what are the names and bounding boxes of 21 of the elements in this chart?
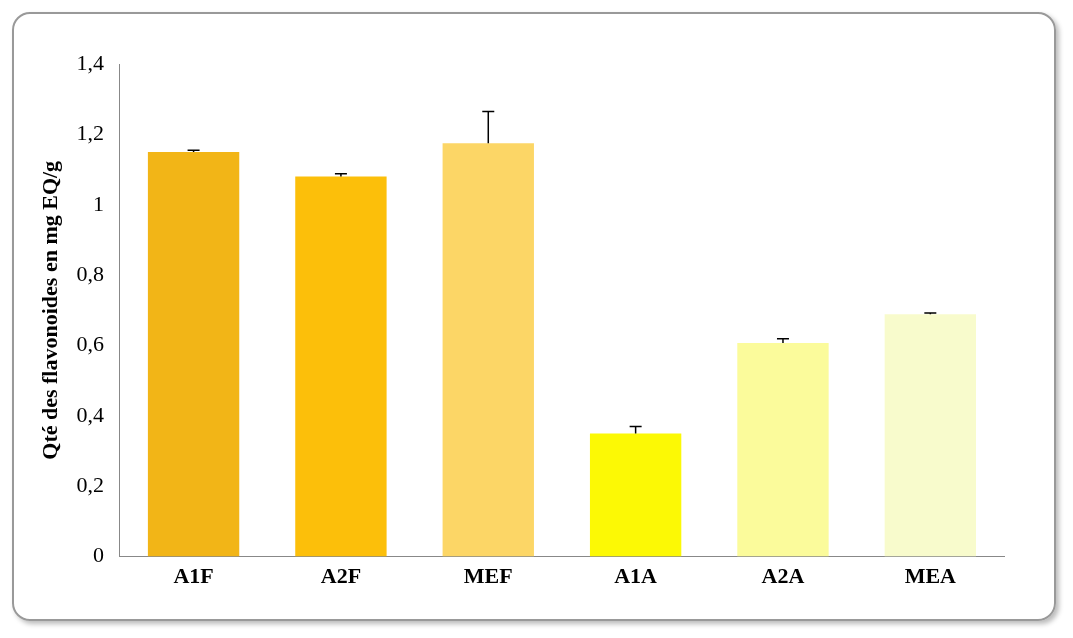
- y-tick-label: 0,4: [76, 401, 104, 427]
- y-axis-title: Qté des flavonoides en mg EQ/g: [36, 160, 62, 460]
- x-tick-label: A1F: [173, 563, 214, 589]
- x-tick-label: A2A: [761, 563, 805, 589]
- x-tick-label: A1A: [614, 563, 658, 589]
- bar: [442, 143, 534, 557]
- y-tick-label: 0: [92, 542, 104, 568]
- x-tick-label: A2F: [320, 563, 362, 589]
- bar: [589, 433, 682, 557]
- bar: [295, 176, 387, 557]
- y-tick-label: 0,6: [76, 331, 104, 357]
- bar: [737, 343, 829, 557]
- y-tick-label: 1,4: [76, 49, 104, 75]
- y-tick-label: 1: [92, 190, 104, 216]
- x-tick-label: MEA: [904, 563, 957, 589]
- y-tick-label: 0,8: [76, 260, 104, 286]
- y-tick-label: 1,2: [76, 120, 104, 146]
- bar: [147, 151, 240, 557]
- y-tick-label: 0,2: [76, 472, 104, 498]
- x-tick-label: MEF: [463, 563, 513, 589]
- bar: [884, 314, 976, 557]
